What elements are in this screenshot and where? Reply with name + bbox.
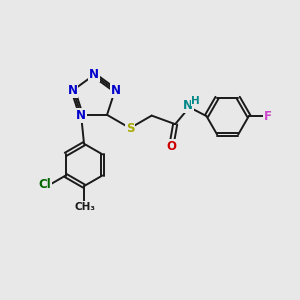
Text: F: F xyxy=(264,110,272,123)
Text: Cl: Cl xyxy=(38,178,51,191)
Text: N: N xyxy=(76,109,86,122)
Text: CH₃: CH₃ xyxy=(75,202,96,212)
Text: N: N xyxy=(111,84,121,97)
Text: H: H xyxy=(191,96,200,106)
Text: N: N xyxy=(68,84,77,97)
Text: N: N xyxy=(183,99,193,112)
Text: S: S xyxy=(126,122,134,135)
Text: N: N xyxy=(89,68,99,81)
Text: O: O xyxy=(167,140,177,153)
